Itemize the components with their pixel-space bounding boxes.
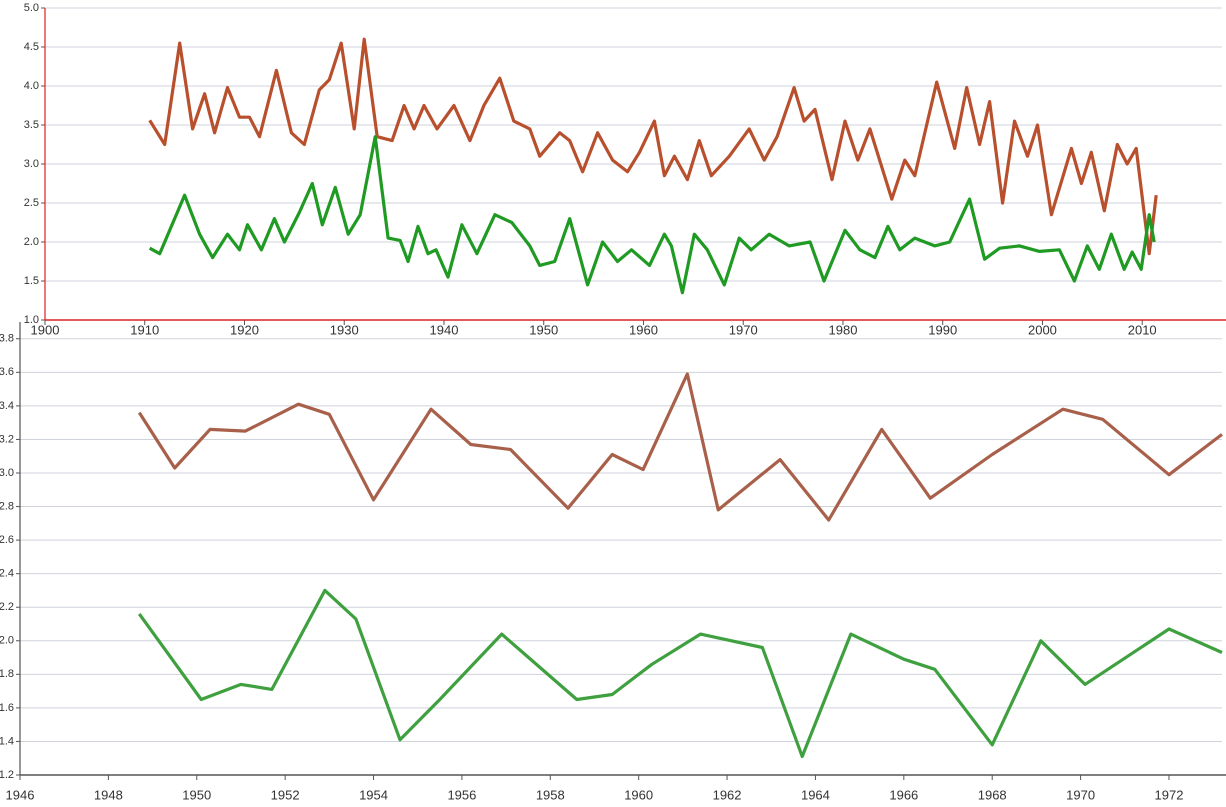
data-line	[137, 372, 1223, 522]
x-tick-label: 1990	[928, 322, 957, 337]
y-tick-label: 2.8	[0, 500, 14, 512]
x-tick-label: 1972	[1155, 787, 1184, 802]
x-tick-label: 2000	[1028, 322, 1057, 337]
y-tick-label: 1.6	[0, 702, 14, 714]
x-tick-label: 1948	[94, 787, 123, 802]
data-line	[148, 135, 1156, 295]
x-tick-label: 1964	[801, 787, 830, 802]
y-tick-label: 2.0	[24, 236, 39, 248]
y-tick-label: 4.5	[24, 41, 39, 53]
x-tick-label: 1950	[529, 322, 558, 337]
y-tick-label: 1.8	[0, 668, 14, 680]
y-tick-label: 3.8	[0, 333, 14, 345]
x-tick-label: 1970	[1066, 787, 1095, 802]
y-tick-label: 2.6	[0, 534, 14, 546]
y-tick-label: 2.4	[0, 568, 14, 580]
x-tick-label: 1968	[978, 787, 1007, 802]
x-tick-label: 1980	[829, 322, 858, 337]
x-tick-label: 1962	[713, 787, 742, 802]
y-tick-label: 5.0	[24, 2, 39, 14]
x-tick-label: 1956	[447, 787, 476, 802]
x-tick-label: 1946	[6, 787, 35, 802]
y-tick-label: 2.5	[24, 197, 39, 209]
x-tick-label: 1940	[430, 322, 459, 337]
y-tick-label: 1.2	[0, 769, 14, 781]
data-line	[148, 37, 1158, 256]
y-tick-label: 3.4	[0, 400, 14, 412]
y-tick-label: 3.6	[0, 366, 14, 378]
x-tick-label: 2010	[1128, 322, 1157, 337]
x-tick-label: 1960	[629, 322, 658, 337]
y-tick-label: 3.2	[0, 433, 14, 445]
x-tick-label: 1952	[271, 787, 300, 802]
y-tick-label: 3.0	[24, 158, 39, 170]
x-tick-label: 1930	[330, 322, 359, 337]
y-tick-label: 3.5	[24, 119, 39, 131]
x-tick-label: 1970	[729, 322, 758, 337]
y-tick-label: 1.0	[24, 314, 39, 326]
y-tick-label: 2.2	[0, 601, 14, 613]
x-tick-label: 1950	[182, 787, 211, 802]
y-tick-label: 2.0	[0, 635, 14, 647]
data-line	[138, 588, 1223, 759]
y-tick-label: 4.0	[24, 80, 39, 92]
y-tick-label: 1.5	[24, 275, 39, 287]
x-tick-label: 1954	[359, 787, 388, 802]
x-tick-label: 1958	[536, 787, 565, 802]
x-tick-label: 1966	[889, 787, 918, 802]
x-tick-label: 1960	[624, 787, 653, 802]
x-tick-label: 1920	[230, 322, 259, 337]
x-tick-label: 1910	[130, 322, 159, 337]
x-tick-label: 1900	[31, 322, 60, 337]
y-tick-label: 3.0	[0, 467, 14, 479]
y-tick-label: 1.4	[0, 735, 14, 747]
